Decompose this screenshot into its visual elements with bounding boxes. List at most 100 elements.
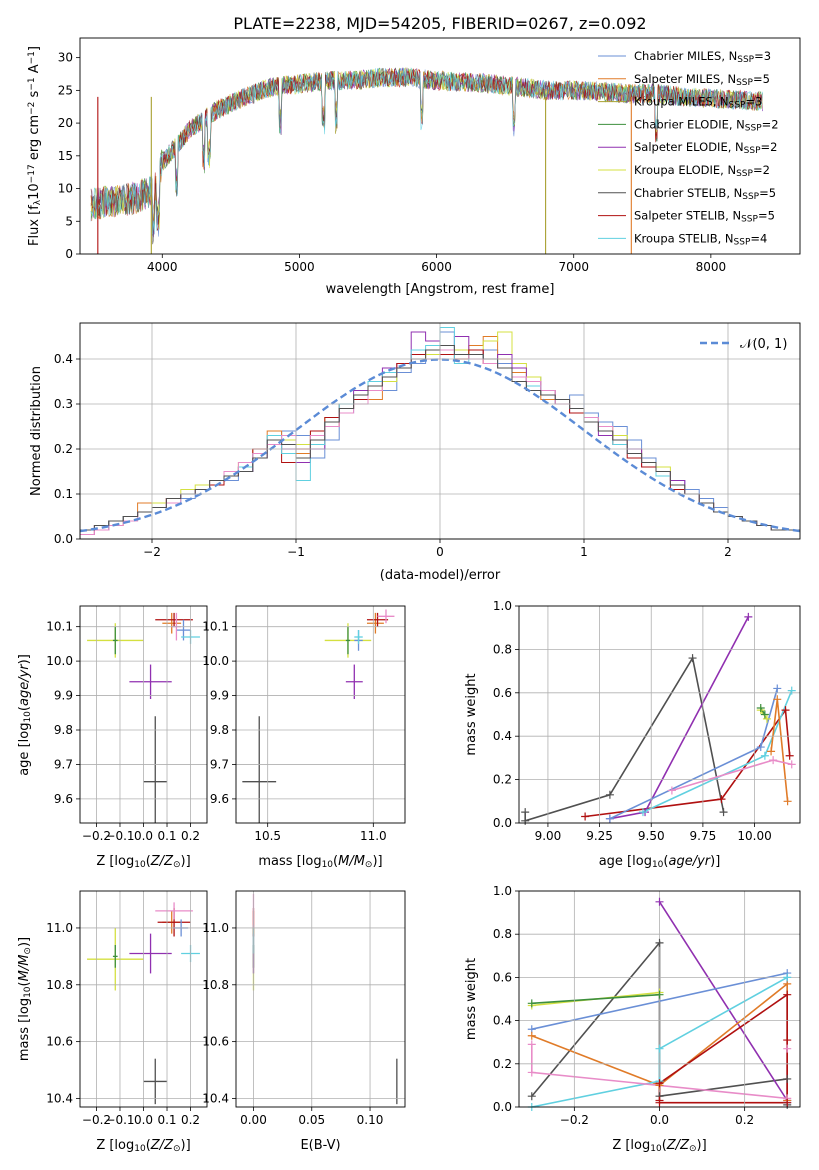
legend-entry: Chabrier MILES, NSSP=3 (634, 49, 771, 65)
label-part: )] (17, 654, 32, 664)
x-tick-label: 9.75 (690, 829, 717, 843)
y-tick-label: 0.1 (54, 487, 73, 501)
x-tick-label: −1 (287, 545, 305, 559)
mass-weight-marker (783, 990, 792, 999)
label-part: age/yr (17, 663, 32, 706)
mass-weight-marker (756, 743, 765, 752)
mass-weight-marker (655, 1098, 664, 1107)
label-part: ⊙ (173, 1144, 181, 1154)
label-part: Salpeter STELIB, N (634, 209, 741, 223)
y-tick-label: 20 (58, 116, 73, 130)
label-part: −1 (27, 51, 37, 64)
legend-entry: Chabrier ELODIE, NSSP=2 (634, 117, 779, 133)
x-tick-label: 0.10 (357, 1113, 384, 1127)
x-tick-label: 7000 (558, 260, 589, 274)
x-tick-label: 2 (724, 545, 732, 559)
mass-weight-line (658, 993, 788, 1104)
y-tick-label: 0.8 (493, 642, 512, 656)
legend-entry: Salpeter STELIB, NSSP=5 (634, 209, 775, 225)
label-part: 10 (134, 860, 146, 870)
legend-entry: Kroupa MILES, NSSP=3 (634, 95, 762, 111)
x-axis-label: Z [log10(Z/Z⊙)] (612, 1138, 706, 1154)
x-axis-label: mass [log10(M/M⊙)] (258, 854, 382, 870)
label-part: )] (181, 854, 191, 869)
mass-weight-line (658, 901, 788, 1101)
y-tick-label: 0.4 (54, 352, 73, 366)
y-tick-label: 9.8 (54, 723, 73, 737)
y-tick-label: 0.6 (493, 970, 512, 984)
label-part: 10 (23, 986, 33, 998)
mass-weight-marker (762, 714, 771, 723)
label-part: Chabrier ELODIE, N (634, 117, 745, 131)
mass-weight-marker (783, 1074, 792, 1083)
y-axis-label: mass weight (464, 958, 479, 1040)
mass-weight-marker (667, 786, 676, 795)
mass-weight-marker (638, 808, 647, 817)
mass-weight-marker (655, 1044, 664, 1053)
label-part: age [log (599, 854, 652, 869)
label-part: −17 (27, 164, 37, 183)
axes-frame (79, 37, 801, 255)
histogram-panel: −2 −1 0 1 2 0.0 0.1 0.2 0.3 0.4 (data-model)/error… (29, 322, 801, 583)
y-tick-label: 9.8 (210, 723, 229, 737)
y-tick-label: 10.4 (202, 1091, 229, 1105)
label-part: =5 (758, 209, 775, 223)
label-part: ⊙ (173, 860, 181, 870)
label-part: Z/Z (150, 854, 174, 869)
y-tick-label: 1.0 (493, 599, 512, 613)
label-part: M/M (17, 955, 32, 982)
y-tick-label: 15 (58, 149, 73, 163)
x-axis-label: Z [log10(Z/Z⊙)] (96, 854, 190, 870)
x-axis-label: Z [log10(Z/Z⊙)] (96, 1138, 190, 1154)
label-part: ( (146, 854, 151, 869)
mass-weight-marker (787, 760, 796, 769)
label-part: 10 (322, 860, 334, 870)
mass-weight-line (531, 993, 660, 1005)
label-part: 10 (650, 1144, 662, 1154)
label-part: =3 (754, 49, 771, 63)
axes-frame (518, 890, 801, 1108)
y-tick-label: 25 (58, 83, 73, 97)
y-tick-label: 9.9 (210, 689, 229, 703)
plot-area (242, 609, 395, 823)
mass-weight-marker (773, 695, 782, 704)
label-part: )] (181, 1138, 191, 1153)
y-tick-label: 1.0 (493, 884, 512, 898)
y-tick-label: 0.0 (493, 816, 512, 830)
mass-weight-marker (783, 1098, 792, 1107)
label-part: =4 (750, 231, 767, 245)
y-tick-label: 0 (65, 247, 73, 261)
legend-entry: Salpeter ELODIE, NSSP=2 (634, 140, 777, 156)
x-tick-label: 10.00 (737, 829, 771, 843)
label-part: λ (33, 199, 43, 205)
y-tick-label: 5 (65, 214, 73, 228)
x-axis-label: wavelength [Angstrom, rest frame] (326, 282, 555, 297)
mass-weight-vs-age-panel: 9.00 9.25 9.50 9.75 10.00 0.0 0.2 0.4 0.6 0.8 1.0 m… (464, 599, 801, 870)
x-tick-label: −0.2 (82, 1113, 111, 1127)
mass-weight-marker (760, 710, 769, 719)
y-tick-label: 0.2 (54, 442, 73, 456)
y-tick-label: 0.2 (493, 1057, 512, 1071)
legend-entry: Kroupa ELODIE, NSSP=2 (634, 163, 770, 179)
y-tick-label: 9.7 (210, 757, 229, 771)
mass-weight-marker (787, 686, 796, 695)
x-tick-label: 9.50 (638, 829, 665, 843)
y-tick-label: 10.6 (202, 1035, 229, 1049)
label-part: ⊙ (23, 947, 33, 955)
label-part: ( (146, 1138, 151, 1153)
label-part: −2 (27, 102, 37, 115)
y-tick-label: 0.0 (493, 1100, 512, 1114)
x-tick-label: 8000 (696, 260, 727, 274)
spectrum-line (90, 68, 763, 234)
label-part: Z [log (96, 854, 134, 869)
mass-weight-marker (527, 1092, 536, 1101)
label-part: s (27, 90, 42, 101)
label-part: ] (27, 46, 42, 51)
y-tick-label: 10.8 (202, 978, 229, 992)
x-axis-label: E(B-V) (300, 1138, 340, 1153)
label-part: Salpeter MILES, N (634, 72, 736, 86)
spectrum-line (90, 67, 763, 234)
x-tick-label: 0.1 (157, 829, 176, 843)
label-part: Chabrier STELIB, N (634, 186, 742, 200)
mass-weight-marker (605, 814, 614, 823)
